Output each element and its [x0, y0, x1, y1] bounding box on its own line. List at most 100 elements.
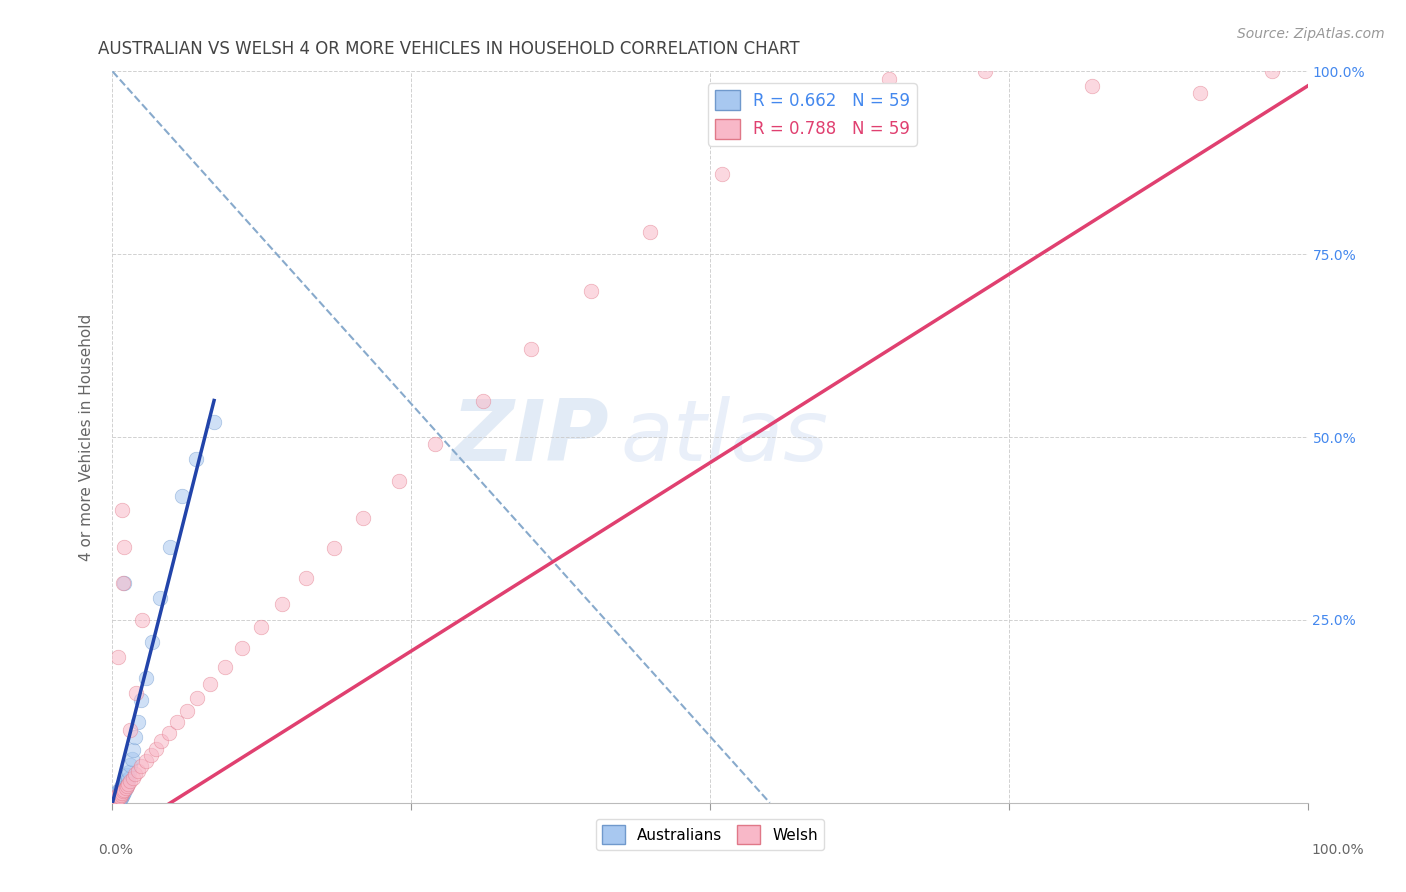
Point	[104, 795, 127, 809]
Point	[115, 779, 138, 793]
Point	[166, 715, 188, 730]
Point	[107, 788, 129, 802]
Point	[110, 788, 132, 802]
Point	[111, 786, 134, 800]
Point	[141, 635, 163, 649]
Point	[110, 780, 132, 794]
Point	[105, 792, 128, 806]
Point	[131, 613, 153, 627]
Point	[112, 782, 135, 797]
Point	[107, 793, 129, 807]
Point	[186, 691, 208, 706]
Point	[104, 792, 127, 806]
Point	[104, 794, 127, 808]
Point	[103, 794, 125, 808]
Point	[157, 725, 180, 739]
Point	[105, 794, 128, 808]
Point	[111, 789, 134, 804]
Point	[118, 765, 141, 780]
Point	[145, 741, 167, 756]
Point	[879, 71, 901, 86]
Point	[121, 743, 143, 757]
Point	[112, 784, 135, 798]
Point	[105, 790, 128, 805]
Point	[111, 781, 134, 796]
Point	[121, 752, 143, 766]
Point	[127, 715, 149, 730]
Point	[114, 540, 135, 554]
Point	[202, 416, 225, 430]
Point	[117, 772, 139, 787]
Point	[135, 754, 157, 768]
Point	[150, 734, 173, 748]
Point	[105, 790, 128, 805]
Point	[112, 787, 135, 801]
Point	[711, 167, 734, 181]
Point	[1081, 78, 1104, 93]
Point	[105, 789, 128, 803]
Point	[425, 437, 447, 451]
Text: 100.0%: 100.0%	[1312, 843, 1364, 857]
Text: Source: ZipAtlas.com: Source: ZipAtlas.com	[1237, 27, 1385, 41]
Point	[176, 704, 198, 718]
Point	[105, 793, 128, 807]
Text: AUSTRALIAN VS WELSH 4 OR MORE VEHICLES IN HOUSEHOLD CORRELATION CHART: AUSTRALIAN VS WELSH 4 OR MORE VEHICLES I…	[98, 40, 800, 58]
Point	[112, 778, 135, 792]
Point	[107, 791, 129, 805]
Point	[111, 786, 134, 800]
Point	[129, 693, 152, 707]
Point	[110, 790, 132, 805]
Point	[121, 771, 143, 785]
Point	[231, 641, 253, 656]
Point	[114, 773, 136, 788]
Point	[472, 393, 495, 408]
Text: 0.0%: 0.0%	[98, 843, 134, 857]
Point	[103, 794, 125, 808]
Point	[115, 778, 138, 792]
Point	[108, 792, 131, 806]
Point	[115, 768, 138, 782]
Point	[107, 787, 129, 801]
Point	[149, 591, 172, 605]
Point	[107, 784, 129, 798]
Point	[114, 780, 135, 794]
Point	[112, 576, 135, 591]
Point	[114, 782, 135, 797]
Point	[159, 540, 181, 554]
Text: atlas: atlas	[620, 395, 828, 479]
Point	[114, 781, 136, 796]
Point	[108, 789, 131, 804]
Point	[114, 576, 135, 591]
Point	[108, 786, 131, 800]
Point	[104, 794, 127, 808]
Point	[1189, 87, 1212, 101]
Point	[111, 503, 134, 517]
Point	[108, 782, 131, 797]
Point	[104, 794, 127, 808]
Point	[295, 570, 318, 584]
Point	[114, 781, 136, 796]
Text: ZIP: ZIP	[451, 395, 609, 479]
Point	[135, 672, 157, 686]
Point	[214, 659, 236, 673]
Point	[974, 64, 997, 78]
Point	[107, 649, 129, 664]
Point	[271, 597, 294, 611]
Point	[520, 343, 543, 357]
Point	[640, 225, 662, 239]
Point	[127, 764, 149, 778]
Point	[139, 748, 162, 763]
Point	[103, 794, 125, 808]
Point	[105, 794, 128, 808]
Point	[352, 510, 374, 524]
Point	[322, 541, 344, 556]
Y-axis label: 4 or more Vehicles in Household: 4 or more Vehicles in Household	[79, 313, 94, 561]
Point	[120, 723, 142, 737]
Point	[579, 284, 602, 298]
Legend: Australians, Welsh: Australians, Welsh	[596, 819, 824, 850]
Point	[105, 792, 128, 806]
Point	[105, 794, 128, 808]
Point	[124, 767, 146, 781]
Point	[1261, 64, 1284, 78]
Point	[104, 793, 127, 807]
